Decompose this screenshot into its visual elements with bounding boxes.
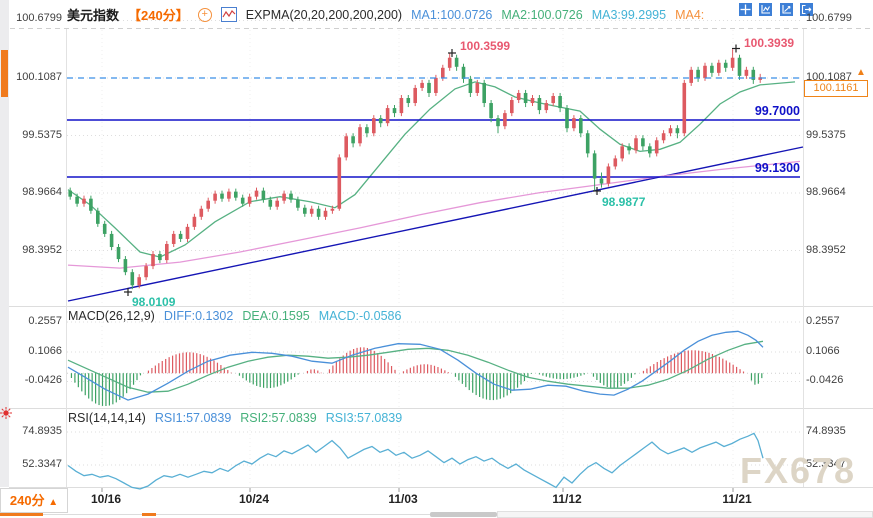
price-tick-left: 98.3952	[22, 244, 62, 256]
macd-tick-right: 0.1066	[806, 345, 840, 357]
bottom-scroll-thumb[interactable]	[430, 512, 497, 517]
crosshair-move-icon[interactable]	[739, 3, 752, 16]
rsi-title: RSI(14,14,14)	[68, 411, 146, 425]
up-triangle-icon: ▲	[48, 497, 59, 508]
high-annotation: 100.3939	[744, 36, 795, 50]
expma-label: EXPMA(20,20,200,200,200)	[245, 7, 403, 22]
bottom-scroll-orange-left[interactable]	[0, 513, 43, 516]
rsi-legend: RSI(14,14,14) RSI1:57.0839 RSI2:57.0839 …	[68, 411, 402, 425]
date-tick: 11/03	[388, 492, 418, 506]
macd-tick-left: 0.2557	[28, 315, 62, 327]
price-tick-left: 100.6799	[16, 12, 62, 24]
price-tick-right: 100.6799	[806, 12, 852, 24]
macd-title: MACD(26,12,9)	[68, 309, 155, 323]
macd-tick-right: -0.0426	[806, 374, 844, 386]
macd-hist-value: MACD:-0.0586	[318, 309, 402, 323]
low-annotation: 98.0109	[132, 295, 176, 309]
kline-chart-icon[interactable]	[220, 7, 237, 22]
low-annotation: 98.9877	[602, 195, 646, 209]
main-legend: 美元指数 【240分】 + EXPMA(20,20,200,200,200) M…	[67, 5, 704, 24]
chart-toolbar	[736, 3, 814, 21]
ma4-value: MA4:	[675, 7, 705, 22]
rsi-tick-left: 52.3347	[22, 458, 62, 470]
symbol-name: 美元指数	[67, 8, 120, 23]
rsi3-value: RSI3:57.0839	[325, 411, 403, 425]
level-label-upper: 99.7000	[754, 104, 800, 118]
date-tick: 10/24	[238, 492, 270, 506]
bottom-scroll-range-box[interactable]	[497, 511, 873, 518]
timeframe-button[interactable]: 240分 ▲	[0, 488, 68, 513]
rsi-tick-right: 74.8935	[806, 425, 846, 437]
rsi2-value: RSI2:57.0839	[240, 411, 317, 425]
chart-line-icon[interactable]	[779, 3, 793, 16]
macd-tick-left: -0.0426	[24, 374, 62, 386]
alert-sun-icon[interactable]	[0, 406, 13, 420]
price-tick-right: 98.3952	[806, 244, 846, 256]
price-tick-right: 99.5375	[806, 129, 846, 141]
rsi-tick-left: 74.8935	[22, 425, 62, 437]
macd-diff-value: DIFF:0.1302	[163, 309, 234, 323]
price-tick-left: 99.5375	[22, 129, 62, 141]
price-tick-right: 98.9664	[806, 186, 846, 198]
bottom-scroll-track[interactable]	[43, 514, 430, 515]
left-scroll-strip[interactable]	[0, 0, 9, 487]
current-price-badge: 100.1161	[804, 80, 868, 97]
timeframe-label[interactable]: 【240分】	[128, 8, 189, 23]
rsi1-value: RSI1:57.0839	[154, 411, 232, 425]
bottom-scroll-orange-marker[interactable]	[142, 513, 156, 516]
timeframe-button-label: 240分	[9, 493, 45, 508]
macd-tick-left: 0.1066	[28, 345, 62, 357]
collapse-panel-icon[interactable]	[800, 3, 814, 16]
price-tick-left: 98.9664	[22, 186, 62, 198]
left-scroll-thumb[interactable]	[1, 50, 8, 97]
add-indicator-icon[interactable]: +	[197, 7, 212, 22]
scroll-to-latest-icon[interactable]: ▲	[856, 67, 866, 78]
ma3-value: MA3:99.2995	[591, 7, 667, 22]
level-label-lower: 99.1300	[754, 161, 800, 175]
date-tick: 11/12	[552, 492, 582, 506]
ma2-value: MA2:100.0726	[501, 7, 583, 22]
ma1-value: MA1:100.0726	[411, 7, 493, 22]
price-tick-left: 100.1087	[16, 71, 62, 83]
chart-axis-icon[interactable]	[759, 3, 773, 16]
watermark: FX678	[740, 450, 857, 491]
date-tick: 10/16	[90, 492, 122, 506]
high-annotation: 100.3599	[460, 39, 511, 53]
rsi-tick-right: 52.3347	[806, 458, 846, 470]
macd-legend: MACD(26,12,9) DIFF:0.1302 DEA:0.1595 MAC…	[68, 309, 401, 323]
macd-dea-value: DEA:0.1595	[242, 309, 310, 323]
macd-tick-right: 0.2557	[806, 315, 840, 327]
date-tick: 11/21	[722, 492, 752, 506]
